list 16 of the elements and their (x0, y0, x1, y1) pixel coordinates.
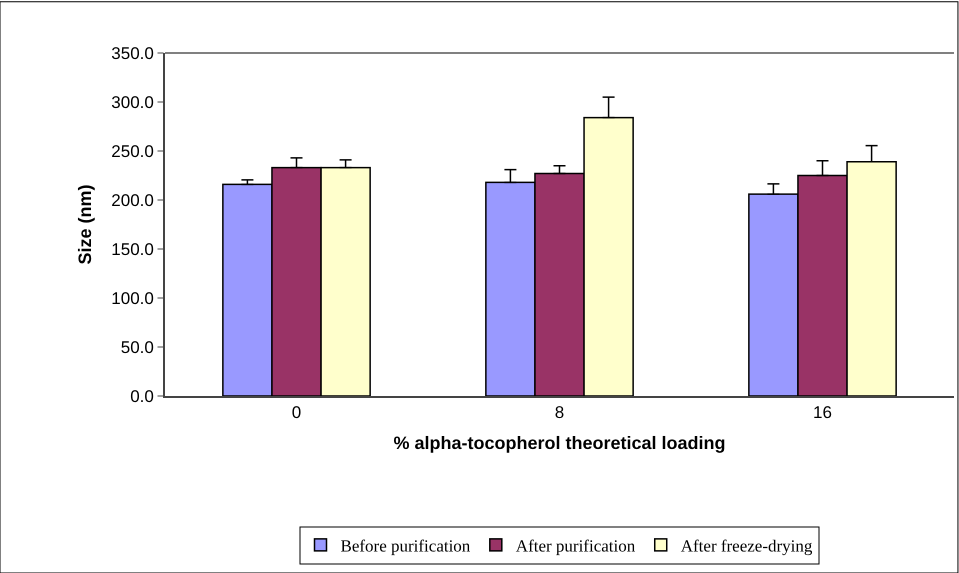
x-tick-label: 0 (292, 403, 302, 422)
y-tick-label: 50.0 (120, 338, 154, 357)
y-tick-label: 250.0 (111, 142, 154, 161)
y-tick-label: 300.0 (111, 92, 154, 112)
y-tick-label: 200.0 (111, 190, 154, 210)
y-axis-title: Size (nm) (75, 184, 96, 265)
y-tick-label: 0.0 (130, 386, 154, 406)
legend-label: Before purification (340, 536, 471, 556)
x-tick-label: 8 (554, 403, 564, 422)
y-tick-label: 350.0 (111, 44, 154, 63)
y-tick-label: 150.0 (111, 240, 154, 259)
legend-label: After freeze-drying (680, 536, 813, 556)
y-tick-label: 100.0 (111, 288, 154, 308)
x-tick-label: 16 (813, 403, 832, 422)
legend-label: After purification (516, 536, 636, 556)
x-axis-title: % alpha-tocopherol theoretical loading (393, 432, 726, 453)
